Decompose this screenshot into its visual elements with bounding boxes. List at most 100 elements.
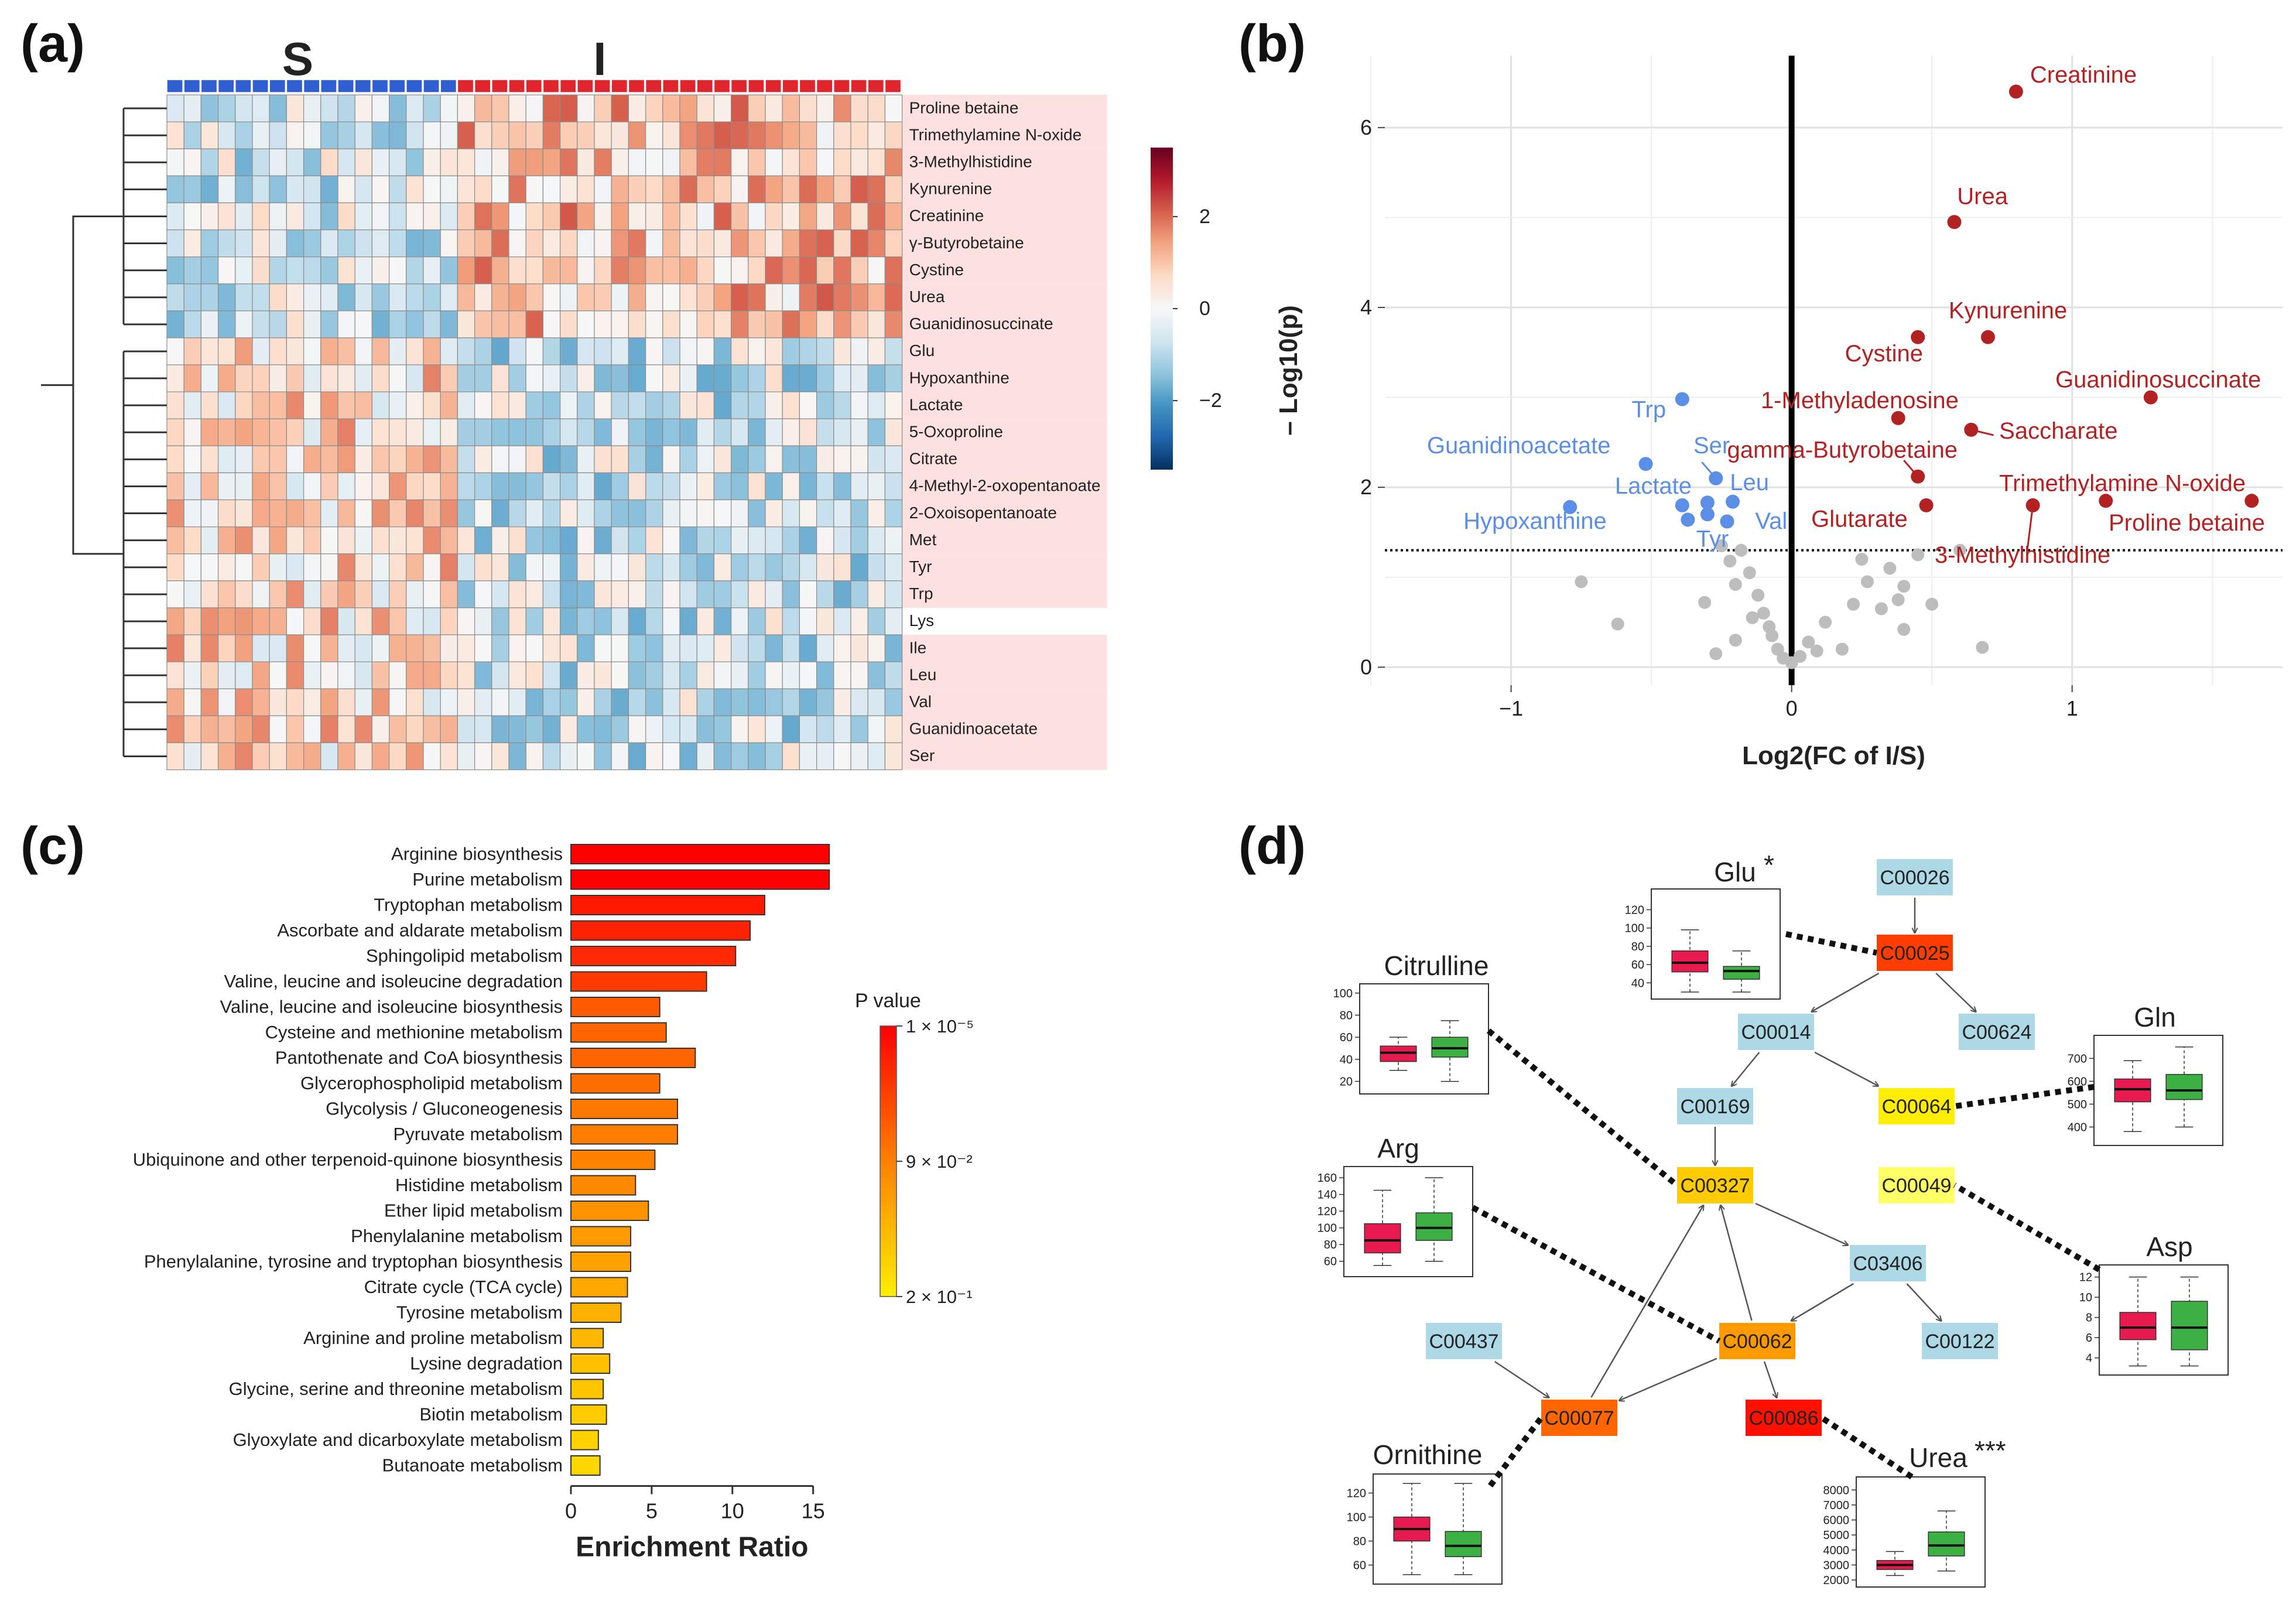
heatmap-cell bbox=[457, 229, 475, 258]
heatmap-cell bbox=[765, 202, 783, 231]
heatmap-cell bbox=[423, 499, 441, 528]
heatmap-row-label: Met bbox=[909, 531, 937, 549]
heatmap-cell bbox=[286, 94, 304, 122]
heatmap-cell bbox=[816, 121, 834, 149]
heatmap-cell bbox=[850, 391, 868, 419]
heatmap-cell bbox=[337, 310, 355, 338]
heatmap-cell bbox=[628, 553, 646, 582]
heatmap-cell bbox=[440, 391, 458, 419]
heatmap-cell bbox=[884, 607, 903, 635]
heatmap-cell bbox=[765, 472, 783, 501]
heatmap-cell bbox=[337, 229, 355, 258]
heatmap-cell bbox=[765, 526, 783, 555]
ns-point bbox=[1729, 578, 1742, 591]
heatmap-cell bbox=[867, 661, 885, 689]
heatmap-cell bbox=[748, 148, 766, 176]
heatmap-cell bbox=[303, 337, 321, 365]
heatmap-row-label: Lys bbox=[909, 611, 935, 630]
heatmap-cell bbox=[320, 472, 338, 501]
heatmap-cell bbox=[354, 94, 373, 122]
heatmap-cell bbox=[337, 499, 355, 528]
heatmap-cell bbox=[628, 175, 646, 203]
pathway-label: Lysine degradation bbox=[410, 1353, 563, 1373]
heatmap-cell bbox=[594, 148, 612, 176]
heatmap-cell bbox=[200, 148, 219, 176]
heatmap-cell bbox=[611, 148, 629, 176]
heatmap-cell bbox=[491, 715, 509, 744]
pathway-network: C00026 C00025 C00014 C00624 C00169 C00064 C003… bbox=[1318, 850, 2229, 1588]
ns-point bbox=[1883, 562, 1897, 575]
heatmap-cell bbox=[577, 499, 595, 528]
heatmap-cell bbox=[816, 634, 834, 662]
heatmap-cell bbox=[252, 391, 270, 419]
heatmap-cell bbox=[696, 661, 714, 689]
dendrogram-branch bbox=[72, 215, 91, 555]
group-bar-cell bbox=[166, 79, 183, 93]
heatmap-cell bbox=[166, 148, 184, 176]
heatmap-cell bbox=[816, 715, 834, 744]
ns-point bbox=[1976, 641, 1989, 654]
boxplot-tick-label: 80 bbox=[1324, 1239, 1337, 1251]
color-scale bbox=[1151, 148, 1173, 470]
heatmap-cell bbox=[252, 445, 270, 473]
heatmap-cell bbox=[303, 634, 321, 662]
heatmap-cell bbox=[748, 121, 766, 149]
heatmap-cell bbox=[508, 94, 526, 122]
heatmap-cell bbox=[183, 202, 202, 231]
heatmap-cell bbox=[696, 283, 714, 312]
heatmap-cell bbox=[166, 553, 184, 582]
heatmap-cell bbox=[850, 445, 868, 473]
heatmap-cell bbox=[577, 580, 595, 608]
up-point bbox=[2143, 390, 2158, 405]
heatmap-cell bbox=[799, 283, 817, 312]
heatmap-cell bbox=[235, 526, 253, 555]
ns-point bbox=[1729, 634, 1742, 647]
heatmap-cell bbox=[508, 580, 526, 608]
heatmap-cell bbox=[200, 337, 219, 365]
heatmap-cell bbox=[628, 526, 646, 555]
heatmap-cell bbox=[559, 418, 578, 446]
heatmap-cell bbox=[577, 364, 595, 392]
heatmap-cell bbox=[833, 148, 851, 176]
compound-node bbox=[1878, 1167, 1955, 1203]
heatmap-cell bbox=[816, 445, 834, 473]
heatmap-cell bbox=[696, 445, 714, 473]
heatmap-cell bbox=[748, 175, 766, 203]
heatmap-cell bbox=[542, 661, 561, 689]
down-point bbox=[1720, 514, 1734, 529]
heatmap-cell bbox=[850, 526, 868, 555]
heatmap-cell bbox=[269, 175, 288, 203]
heatmap-cell bbox=[508, 202, 526, 231]
heatmap-cell bbox=[303, 661, 321, 689]
boxplot-urea: Urea *** 2000 3000 4000 5000 6000 7000 8000 bbox=[1823, 1435, 2006, 1588]
heatmap-cell bbox=[406, 175, 424, 203]
heatmap-cell bbox=[713, 742, 732, 771]
heatmap-cell bbox=[218, 229, 236, 258]
heatmap-row-label: γ-Butyrobetaine bbox=[909, 234, 1024, 252]
pathway-label: Butanoate metabolism bbox=[382, 1455, 563, 1475]
heatmap-cell bbox=[884, 175, 903, 203]
heatmap-cell bbox=[337, 337, 355, 365]
heatmap-row-label: Leu bbox=[909, 665, 937, 683]
heatmap-cell bbox=[457, 580, 475, 608]
heatmap-cell bbox=[440, 175, 458, 203]
heatmap-cell bbox=[252, 364, 270, 392]
heatmap-cell bbox=[200, 445, 219, 473]
boxplot-tick-label: 60 bbox=[1340, 1031, 1353, 1044]
heatmap-cell bbox=[388, 499, 407, 528]
heatmap-cell bbox=[662, 661, 680, 689]
heatmap-cell bbox=[388, 661, 407, 689]
heatmap-cell bbox=[508, 148, 526, 176]
group-bar-cell bbox=[884, 79, 902, 93]
heatmap-cell bbox=[833, 418, 851, 446]
heatmap-cell bbox=[833, 364, 851, 392]
heatmap-cell bbox=[252, 526, 270, 555]
heatmap-cell bbox=[354, 634, 373, 662]
heatmap-cell bbox=[782, 472, 800, 501]
heatmap-cell bbox=[850, 175, 868, 203]
heatmap-cell bbox=[594, 175, 612, 203]
up-label: Guanidinosuccinate bbox=[2055, 367, 2261, 393]
panel-label-a: (a) bbox=[20, 15, 85, 73]
heatmap-cell bbox=[884, 499, 903, 528]
heatmap-cell bbox=[508, 229, 526, 258]
